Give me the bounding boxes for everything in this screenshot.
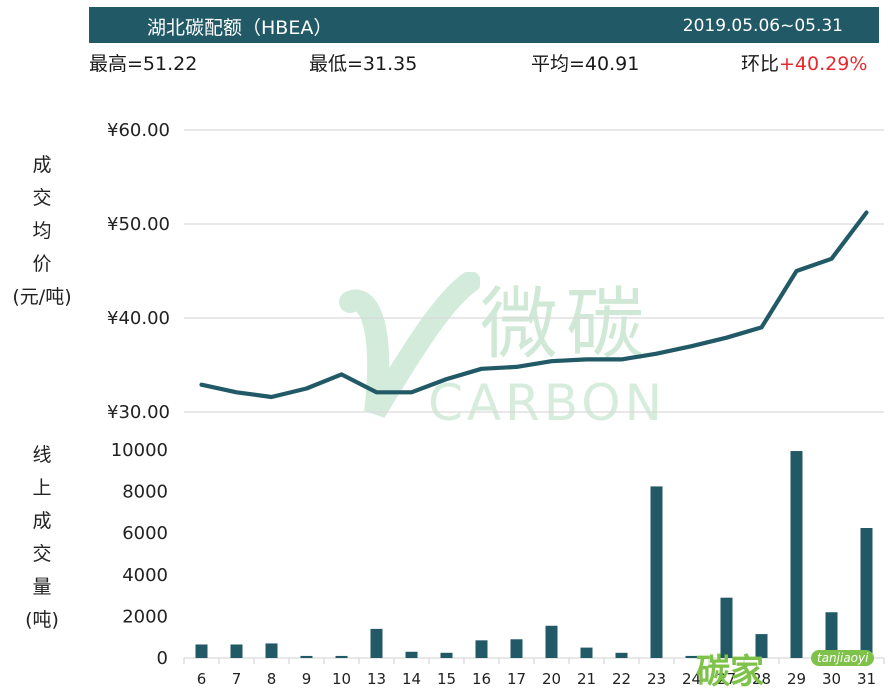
stat-avg: 平均=40.91 [531,53,640,75]
x-tick-labels: 6 7 8 9 10 13 14 15 16 17 20 21 22 23 24 27 28 29 30 31 [197,670,876,688]
volume-bar [650,486,663,658]
volume-series [195,451,873,658]
x-tick-label: 8 [267,670,277,688]
chart-title: 湖北碳配额（HBEA） [147,17,333,39]
x-tick-label: 27 [717,670,736,688]
x-tick-label: 28 [752,670,771,688]
price-axis-label-char: 交 [32,186,52,209]
volume-y-tick-label: 2000 [122,606,168,627]
volume-bar [860,528,873,658]
x-tick-label: 10 [332,670,351,688]
price-axis-label-char: 成 [32,154,52,176]
volume-y-tick-label: 10000 [111,440,168,461]
price-axis-label-char: 价 [32,252,52,275]
volume-axis-label-char: 上 [32,476,52,499]
volume-y-tick-label: 8000 [122,482,168,503]
volume-bar [510,639,523,658]
x-tick-label: 29 [787,670,806,688]
stat-change-label: 环比 [741,53,780,75]
volume-bar [265,643,278,658]
volume-bar [615,652,628,658]
volume-y-tick-labels: 0 2000 4000 6000 8000 10000 [111,440,168,669]
volume-bar [405,651,418,658]
price-axis-label-char: 均 [32,219,52,242]
price-y-tick-labels: ¥30.00 ¥40.00 ¥50.00 ¥60.00 [107,120,170,423]
price-y-tick-label: ¥60.00 [107,120,170,141]
volume-bar [580,647,593,658]
volume-axis-label-char: 成 [32,509,52,532]
volume-bar [720,597,733,658]
volume-y-tick-label: 0 [157,648,168,669]
stat-max: 最高=51.22 [89,53,198,75]
x-tick-label: 22 [612,670,631,688]
x-tick-label: 7 [232,670,242,688]
volume-y-tick-label: 6000 [122,523,168,544]
x-tick-label: 6 [197,670,207,688]
volume-bar [755,634,768,658]
volume-axis-label: 线 上 成 交 量 (吨) [0,444,84,644]
x-tick-label: 24 [682,670,701,688]
price-y-tick-label: ¥40.00 [107,308,170,329]
x-tick-label: 16 [472,670,491,688]
volume-bar [475,640,488,658]
volume-bar [825,612,838,658]
volume-bar [440,652,453,658]
volume-axis-label-char: (吨) [25,608,59,631]
volume-bar [335,655,348,658]
price-axis-label: 成 交 均 价 (元/吨) [0,154,84,321]
stat-change-value: +40.29% [779,53,868,75]
volume-bar [685,655,698,658]
stat-min: 最低=31.35 [309,53,418,75]
price-series [199,210,869,400]
volume-axis-label-char: 线 [32,444,52,466]
volume-bar [300,655,313,658]
volume-bar [790,451,803,658]
date-range: 2019.05.06~05.31 [682,16,843,36]
x-tick-label: 20 [542,670,561,688]
stat-change: 环比+40.29% [741,49,867,76]
x-tick-label: 23 [647,670,666,688]
volume-bar [370,628,383,658]
x-tick-label: 17 [507,670,526,688]
volume-axis-label-char: 量 [32,575,52,598]
x-tick-label: 30 [822,670,841,688]
price-axis-label-char: (元/吨) [12,285,72,308]
volume-axis [183,657,885,664]
x-tick-label: 14 [402,670,421,688]
volume-y-tick-label: 4000 [122,565,168,586]
x-tick-label: 21 [577,670,596,688]
volume-bar [230,644,243,658]
chart-header-bar: 湖北碳配额（HBEA） 2019.05.06~05.31 [89,7,879,43]
volume-axis-label-char: 交 [32,542,52,565]
volume-bar [195,644,208,658]
price-gridlines [184,129,884,413]
x-tick-label: 9 [302,670,312,688]
price-line [199,210,869,400]
price-y-tick-label: ¥50.00 [107,214,170,235]
price-y-tick-label: ¥30.00 [107,402,170,423]
x-tick-label: 13 [367,670,386,688]
x-tick-label: 15 [437,670,456,688]
volume-bar [545,625,558,658]
x-tick-label: 31 [857,670,876,688]
